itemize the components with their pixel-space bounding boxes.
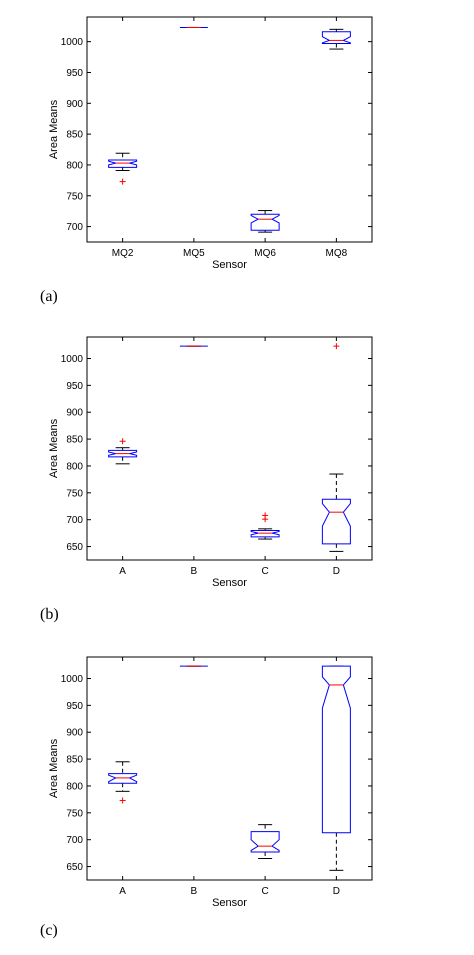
x-tick-label: D — [333, 886, 340, 897]
y-tick-label: 850 — [66, 435, 83, 446]
outlier-marker — [119, 178, 126, 185]
box-MQ6 — [250, 210, 280, 233]
box-body — [250, 831, 280, 853]
outlier-marker — [119, 438, 126, 445]
box-C — [250, 824, 280, 860]
boxplot-chart-b: 650 700 750 800 850 900 950 1000 A B C D Sensor Area … — [48, 336, 373, 589]
x-tick-label: C — [262, 886, 269, 897]
y-tick-label: 700 — [66, 222, 83, 233]
y-tick-label: 850 — [66, 130, 83, 141]
y-tick-label: 750 — [66, 191, 83, 202]
x-tick-label: MQ2 — [112, 248, 134, 259]
y-axis-label: Area Means — [48, 738, 60, 798]
y-tick-label: 1000 — [61, 674, 84, 685]
x-axis-label: Sensor — [212, 259, 247, 271]
y-tick-label: 700 — [66, 835, 83, 846]
caption-a: (a) — [40, 288, 58, 305]
y-tick-label: 950 — [66, 701, 83, 712]
x-tick-label: MQ8 — [326, 248, 348, 259]
plot-frame — [86, 16, 373, 243]
box-body — [250, 213, 280, 231]
box-MQ2 — [108, 152, 138, 185]
caption-b: (b) — [40, 606, 59, 623]
y-tick-label: 800 — [66, 160, 83, 171]
boxplot-panel-b: 650 700 750 800 850 900 950 1000 A B C D Sensor Area … — [0, 320, 474, 640]
boxplot-chart-a: 700 750 800 850 900 950 1000 MQ2 MQ5 MQ6 MQ8 Sensor… — [48, 16, 373, 271]
y-tick-label: 750 — [66, 488, 83, 499]
box-C — [250, 512, 280, 540]
y-tick-label: 800 — [66, 461, 83, 472]
y-tick-label: 650 — [66, 862, 83, 873]
boxplot-chart-c: 650 700 750 800 850 900 950 1000 A B C D Sensor Area … — [48, 656, 373, 909]
boxplot-panel-c: 650 700 750 800 850 900 950 1000 A B C D Sensor Area … — [0, 640, 474, 955]
y-tick-label: 950 — [66, 68, 83, 79]
y-tick-label: 900 — [66, 728, 83, 739]
y-axis-label: Area Means — [48, 99, 60, 159]
box-body — [250, 529, 280, 538]
outlier-marker — [262, 512, 269, 519]
y-tick-label: 850 — [66, 755, 83, 766]
box-body — [108, 159, 138, 168]
box-D — [321, 665, 351, 871]
y-tick-label: 900 — [66, 408, 83, 419]
box-body — [321, 498, 351, 545]
plot-frame — [86, 656, 373, 881]
y-tick-label: 900 — [66, 99, 83, 110]
x-tick-label: B — [191, 886, 198, 897]
box-body — [321, 665, 351, 834]
x-tick-label: MQ5 — [183, 248, 205, 259]
x-axis-label: Sensor — [212, 577, 247, 589]
y-tick-label: 800 — [66, 781, 83, 792]
x-tick-label: D — [333, 566, 340, 577]
outlier-marker — [333, 343, 340, 350]
box-MQ8 — [321, 28, 351, 50]
y-tick-label: 750 — [66, 808, 83, 819]
x-axis-label: Sensor — [212, 897, 247, 909]
x-tick-label: MQ6 — [254, 248, 276, 259]
x-tick-label: C — [262, 566, 269, 577]
y-tick-label: 950 — [66, 381, 83, 392]
box-A — [108, 438, 138, 465]
x-tick-label: B — [191, 566, 198, 577]
y-tick-label: 1000 — [61, 37, 84, 48]
plot-frame — [86, 336, 373, 561]
x-tick-label: A — [119, 566, 126, 577]
caption-c: (c) — [40, 922, 58, 939]
boxplot-panel-a: 700 750 800 850 900 950 1000 MQ2 MQ5 MQ6 MQ8 Sensor… — [0, 0, 474, 320]
box-body — [321, 31, 351, 45]
y-tick-label: 700 — [66, 515, 83, 526]
box-A — [108, 761, 138, 804]
outlier-marker — [119, 797, 126, 804]
y-tick-label: 1000 — [61, 354, 84, 365]
x-tick-label: A — [119, 886, 126, 897]
y-tick-label: 650 — [66, 542, 83, 553]
box-D — [321, 343, 351, 552]
box-body — [108, 773, 138, 784]
y-axis-label: Area Means — [48, 418, 60, 478]
